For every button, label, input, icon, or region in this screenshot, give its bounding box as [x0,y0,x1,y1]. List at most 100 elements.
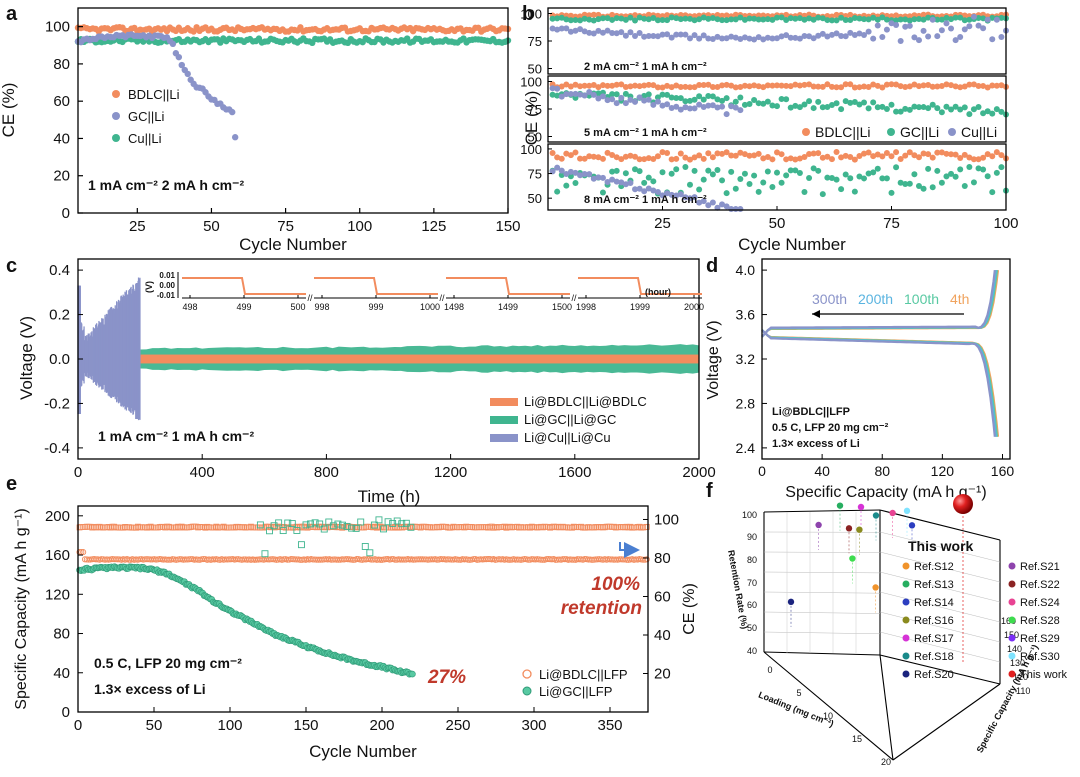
point-ref-s28 [849,555,856,562]
panel-a-legend: BDLC||Li GC||Li Cu||Li [112,87,180,146]
data-point [664,101,671,108]
data-point [746,83,753,90]
data-point [654,17,661,24]
data-point [728,103,735,110]
y-tick-label: 0.2 [49,307,70,324]
data-point [893,149,900,156]
grid-line [763,611,881,614]
data-point [755,83,762,90]
data-point [943,14,950,21]
data-point [682,15,689,22]
data-point [952,83,959,90]
panel-a-marks [74,24,512,141]
data-point [275,519,283,527]
data-point [760,36,767,43]
x-tick-label: 100 [217,717,242,734]
data-point [668,191,675,198]
data-point [329,522,337,530]
data-point [399,524,406,531]
y-tick-label: 0.0 [49,351,70,368]
data-point [966,154,973,161]
data-point [810,150,817,157]
data-point [815,167,822,174]
data-point [948,16,955,23]
data-point [705,81,712,88]
data-point [980,82,987,89]
data-point [806,98,813,105]
arrow-left-head [812,310,820,318]
data-point [567,28,574,35]
point-ref-s24 [889,509,896,517]
legend-label: Ref.S29 [1020,633,1060,645]
data-point [325,518,333,526]
series-bdlc-capacity [76,549,650,563]
data-point [961,12,968,19]
data-point [883,81,890,88]
data-point [641,156,648,163]
data-point [879,34,886,41]
data-point [691,194,698,201]
data-point [705,167,712,174]
data-point [980,110,987,117]
data-point [998,108,1005,115]
data-point [586,171,593,178]
y-tick-label: 3.6 [736,307,756,323]
legend-marker [1008,634,1016,642]
data-point [200,524,207,530]
data-point [586,153,593,160]
data-point [173,524,180,531]
legend-label: Ref.S14 [914,597,954,609]
data-point [751,15,758,22]
data-point [696,16,703,23]
data-point [888,153,895,160]
data-point [787,83,794,90]
data-point [87,523,94,530]
data-point [732,98,739,105]
data-point [567,168,574,175]
data-point [902,16,909,23]
data-point [621,524,628,531]
data-point [700,176,707,183]
data-point [929,184,936,191]
data-point [897,156,904,163]
data-point [641,15,648,22]
data-point [732,34,739,41]
y-tick-label: 40 [747,646,757,656]
data-point [195,524,201,531]
data-point [989,14,996,21]
data-point [728,16,735,23]
data-point [622,16,629,23]
data-point [668,156,675,163]
data-point [709,36,716,43]
y-tick-label: 160 [45,547,70,564]
data-point [664,91,671,98]
data-point [577,172,584,179]
data-point [714,84,721,91]
data-point [719,12,726,19]
data-point [590,175,597,182]
data-point [847,81,854,88]
series-li-bdlc [78,354,699,364]
data-point [604,27,611,34]
data-point [554,15,561,22]
data-point [636,168,643,175]
data-point [755,100,762,107]
data-point [714,166,721,173]
legend-marker [1008,580,1016,588]
data-point [911,34,918,41]
y-tick-label: 120 [45,586,70,603]
x-tick-label: 0 [74,717,82,734]
data-point [218,524,225,531]
data-point [719,35,726,42]
data-point [801,33,808,40]
data-point [893,17,900,24]
data-point [432,524,439,531]
data-point [989,189,996,196]
data-point [888,20,895,27]
data-point [893,21,900,28]
data-point [604,178,611,185]
data-point [423,523,429,530]
y-tick-label: 75 [528,167,542,182]
data-point [609,176,616,183]
data-point [755,188,762,195]
